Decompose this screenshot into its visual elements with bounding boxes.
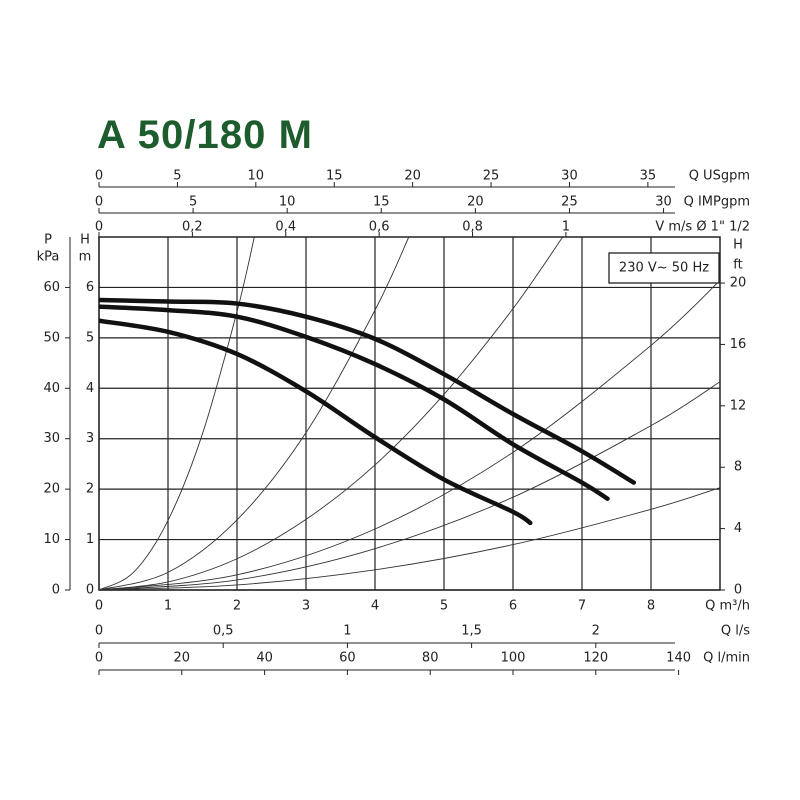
tick-label: 30 — [655, 195, 672, 210]
x-tick-label: 0 — [95, 599, 103, 614]
system-curve — [99, 237, 564, 590]
axis-label: ft — [733, 258, 742, 273]
axis-label: Q l/min — [703, 651, 750, 666]
system-curve — [99, 237, 410, 590]
x-axis-label: Q m³/h — [705, 599, 750, 614]
y-tick-label: 2 — [86, 482, 94, 497]
tick-label: 12 — [730, 398, 747, 413]
tick-label: 0,4 — [275, 220, 296, 235]
tick-label: 25 — [483, 169, 500, 184]
tick-label: 0 — [95, 651, 103, 666]
x-tick-label: 2 — [233, 599, 241, 614]
tick-label: 10 — [248, 169, 265, 184]
tick-label: 0,8 — [462, 220, 483, 235]
system-curve — [99, 487, 720, 590]
tick-label: 10 — [43, 532, 60, 547]
tick-label: 15 — [326, 169, 343, 184]
tick-label: 80 — [422, 651, 439, 666]
tick-label: 120 — [583, 651, 608, 666]
axis-label: P — [44, 233, 52, 248]
tick-label: 0 — [95, 624, 103, 639]
x-tick-label: 5 — [440, 599, 448, 614]
annotation-box — [608, 252, 720, 284]
tick-label: 140 — [666, 651, 691, 666]
y-tick-label: 4 — [86, 381, 94, 396]
tick-label: 20 — [730, 276, 747, 291]
tick-label: 0 — [734, 583, 742, 598]
x-tick-label: 7 — [578, 599, 586, 614]
y-tick-label: 6 — [86, 280, 94, 295]
x-tick-label: 3 — [302, 599, 310, 614]
tick-label: 15 — [373, 195, 390, 210]
x-tick-label: 6 — [509, 599, 517, 614]
tick-label: 30 — [561, 169, 578, 184]
system-curve — [99, 279, 720, 590]
tick-label: 0,5 — [213, 624, 234, 639]
tick-label: 4 — [734, 521, 742, 536]
tick-label: 0,2 — [182, 220, 203, 235]
tick-label: 50 — [43, 330, 60, 345]
tick-label: 0 — [95, 195, 103, 210]
tick-label: 30 — [43, 431, 60, 446]
tick-label: 40 — [256, 651, 273, 666]
pump-curve — [99, 297, 636, 485]
plot-frame — [98, 236, 721, 591]
tick-label: 0 — [52, 583, 60, 598]
tick-label: 5 — [189, 195, 197, 210]
y-tick-label: 0 — [86, 583, 94, 598]
axis-label: V m/s Ø 1" 1/2 — [655, 220, 750, 235]
y-tick-label: 5 — [86, 330, 94, 345]
annotation: 230 V~ 50 Hz — [619, 261, 709, 276]
tick-label: 10 — [279, 195, 296, 210]
tick-label: 20 — [467, 195, 484, 210]
tick-label: 0 — [95, 220, 103, 235]
axis-label: kPa — [37, 250, 60, 265]
x-tick-label: 8 — [647, 599, 655, 614]
pump-curve — [99, 304, 610, 501]
x-tick-label: 4 — [371, 599, 379, 614]
tick-label: 2 — [592, 624, 600, 639]
tick-label: 60 — [43, 280, 60, 295]
tick-label: 16 — [730, 337, 747, 352]
y-axis-label: H — [80, 233, 90, 248]
x-tick-label: 1 — [164, 599, 172, 614]
y-axis-label: m — [79, 250, 92, 265]
axis-label: Q USgpm — [689, 169, 750, 184]
tick-label: 20 — [404, 169, 421, 184]
tick-label: 5 — [173, 169, 181, 184]
tick-label: 35 — [640, 169, 657, 184]
tick-label: 25 — [561, 195, 578, 210]
tick-label: 1 — [562, 220, 570, 235]
chart-title: A 50/180 M — [97, 113, 312, 157]
tick-label: 0,6 — [369, 220, 390, 235]
system-curve — [99, 381, 720, 590]
tick-label: 1 — [343, 624, 351, 639]
pump-curve — [99, 318, 533, 526]
tick-label: 60 — [339, 651, 356, 666]
tick-label: 0 — [95, 169, 103, 184]
axis-label: Q IMPgpm — [684, 195, 750, 210]
tick-label: 8 — [734, 460, 742, 475]
tick-label: 40 — [43, 381, 60, 396]
tick-label: 20 — [174, 651, 191, 666]
y-tick-label: 3 — [86, 431, 94, 446]
y-tick-label: 1 — [86, 532, 94, 547]
axis-label: H — [733, 238, 743, 253]
axis-label: Q l/s — [721, 624, 750, 639]
tick-label: 100 — [501, 651, 526, 666]
tick-label: 20 — [43, 482, 60, 497]
tick-label: 1,5 — [461, 624, 482, 639]
system-curve — [99, 237, 255, 590]
